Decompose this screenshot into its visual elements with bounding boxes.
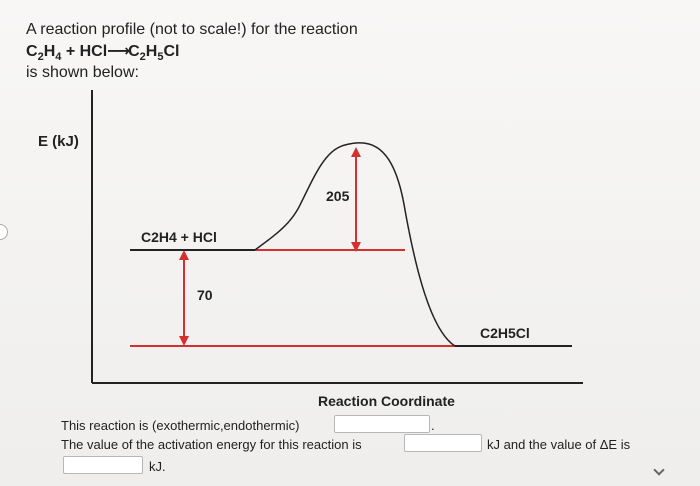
activation-energy-value: 205: [326, 188, 350, 204]
answer-line-2-suffix: kJ and the value of ΔE is: [487, 437, 631, 452]
delta-e-input[interactable]: [63, 456, 143, 474]
x-axis-label: Reaction Coordinate: [318, 393, 455, 409]
reaction-equation: C2H4 + HCl⟶C2H5Cl: [26, 43, 180, 64]
answer-line-2-label: The value of the activation energy for t…: [61, 437, 362, 452]
question-text: A reaction profile (not to scale!) for t…: [26, 21, 358, 38]
question-text-2: is shown below:: [26, 64, 139, 81]
y-axis-label: E (kJ): [38, 133, 79, 150]
delta-e-value: 70: [197, 287, 213, 303]
reaction-type-input[interactable]: [334, 415, 430, 433]
answer-line-1-period: .: [431, 418, 435, 433]
activation-energy-input[interactable]: [404, 434, 482, 452]
reaction-arrow-icon: ⟶: [107, 43, 130, 60]
product-label: C2H5Cl: [480, 325, 530, 341]
energy-curve: [254, 142, 456, 347]
reactant-label: C2H4 + HCl: [141, 229, 217, 245]
answer-line-1-label: This reaction is (exothermic,endothermic…: [61, 418, 300, 433]
answer-line-3-suffix: kJ.: [149, 459, 166, 474]
